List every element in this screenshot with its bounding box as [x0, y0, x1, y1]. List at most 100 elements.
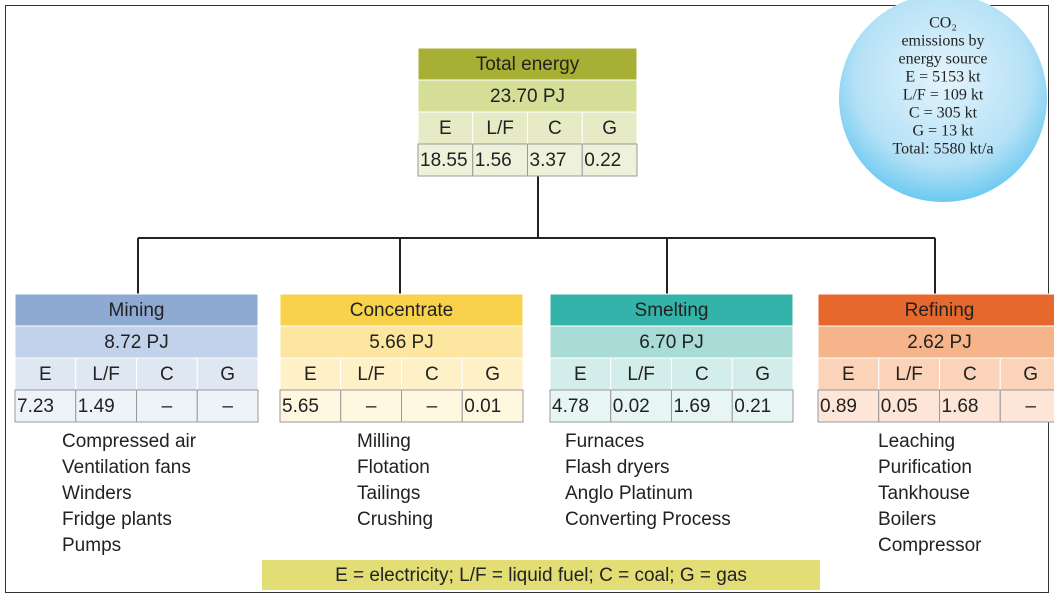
header-label: G	[602, 118, 617, 139]
box-value: 6.70 PJ	[639, 332, 703, 353]
header-label: E	[439, 118, 452, 139]
activity: Pumps	[62, 535, 121, 556]
activity: Tankhouse	[878, 483, 970, 504]
box-value-cell	[549, 325, 794, 359]
value-cell	[75, 389, 137, 423]
box-value-cell	[417, 79, 638, 113]
header-label: C	[695, 364, 709, 385]
value-label: 0.02	[613, 396, 650, 417]
box-value-cell	[14, 325, 259, 359]
value-label: 18.55	[420, 150, 468, 171]
header-cell	[731, 357, 794, 391]
legend: E = electricity; L/F = liquid fuel; C = …	[335, 565, 747, 586]
activity: Anglo Platinum	[565, 483, 693, 504]
header-label: G	[755, 364, 770, 385]
value-cell	[461, 389, 524, 423]
value-cell	[671, 389, 733, 423]
value-cell	[196, 389, 259, 423]
box-value-cell	[817, 325, 1054, 359]
header-label: L/F	[895, 364, 922, 385]
activity: Leaching	[878, 431, 955, 452]
activity: Ventilation fans	[62, 457, 191, 478]
box-title: Refining	[905, 300, 975, 321]
header-cell	[401, 357, 463, 391]
value-label: 1.56	[475, 150, 512, 171]
box-value: 5.66 PJ	[369, 332, 433, 353]
value-label: 4.78	[552, 396, 589, 417]
box-title-cell	[14, 293, 259, 327]
value-cell	[999, 389, 1054, 423]
value-label: –	[222, 396, 233, 417]
activity: Boilers	[878, 509, 936, 530]
activity: Furnaces	[565, 431, 644, 452]
value-label: 0.89	[820, 396, 857, 417]
value-cell	[878, 389, 940, 423]
activity: Fridge plants	[62, 509, 172, 530]
co2-line: emissions by	[901, 33, 984, 50]
activity: Flotation	[357, 457, 430, 478]
header-label: G	[485, 364, 500, 385]
connectors	[137, 176, 936, 294]
value-label: –	[1025, 396, 1036, 417]
box-value: 2.62 PJ	[907, 332, 971, 353]
header-label: L/F	[627, 364, 654, 385]
value-cell	[136, 389, 198, 423]
value-cell	[472, 143, 528, 177]
value-label: 1.68	[942, 396, 979, 417]
header-cell	[196, 357, 259, 391]
header-label: C	[548, 118, 562, 139]
co2-line: G = 13 kt	[912, 123, 974, 140]
header-label: C	[425, 364, 439, 385]
activity: Flash dryers	[565, 457, 670, 478]
co2-line: L/F = 109 kt	[903, 87, 984, 104]
activity: Tailings	[357, 483, 420, 504]
box-title: Smelting	[635, 300, 709, 321]
value-cell	[817, 389, 880, 423]
header-cell	[671, 357, 733, 391]
header-cell	[581, 111, 638, 145]
value-label: –	[427, 396, 438, 417]
box-value: 23.70 PJ	[490, 86, 565, 107]
value-cell	[731, 389, 794, 423]
activity: Milling	[357, 431, 411, 452]
value-label: 0.05	[881, 396, 918, 417]
value-cell	[939, 389, 1001, 423]
value-label: 0.22	[584, 150, 621, 171]
header-cell	[136, 357, 198, 391]
value-cell	[417, 143, 474, 177]
header-label: C	[963, 364, 977, 385]
header-label: E	[842, 364, 855, 385]
activity: Converting Process	[565, 509, 731, 530]
header-label: E	[39, 364, 52, 385]
co2-line: Total: 5580 kt/a	[892, 141, 993, 158]
header-label: L/F	[357, 364, 384, 385]
header-cell	[527, 111, 583, 145]
value-label: 3.37	[530, 150, 567, 171]
header-label: E	[304, 364, 317, 385]
activity: Winders	[62, 483, 132, 504]
header-cell	[610, 357, 672, 391]
header-label: C	[160, 364, 174, 385]
header-label: E	[574, 364, 587, 385]
box-title: Concentrate	[350, 300, 454, 321]
value-label: –	[366, 396, 377, 417]
legend-box	[262, 560, 820, 590]
co2-bubble	[839, 0, 1047, 202]
box-title-cell	[817, 293, 1054, 327]
value-label: 1.69	[674, 396, 711, 417]
header-label: G	[220, 364, 235, 385]
value-cell	[581, 143, 638, 177]
box-title: Total energy	[476, 54, 580, 75]
value-label: 0.21	[734, 396, 771, 417]
value-label: 5.65	[282, 396, 319, 417]
value-label: 0.01	[464, 396, 501, 417]
co2-line: energy source	[899, 51, 988, 68]
box-title-cell	[417, 47, 638, 81]
value-label: –	[162, 396, 173, 417]
header-label: L/F	[486, 118, 513, 139]
activity: Purification	[878, 457, 972, 478]
value-cell	[340, 389, 402, 423]
box-title: Mining	[109, 300, 165, 321]
value-label: 7.23	[17, 396, 54, 417]
value-cell	[610, 389, 672, 423]
